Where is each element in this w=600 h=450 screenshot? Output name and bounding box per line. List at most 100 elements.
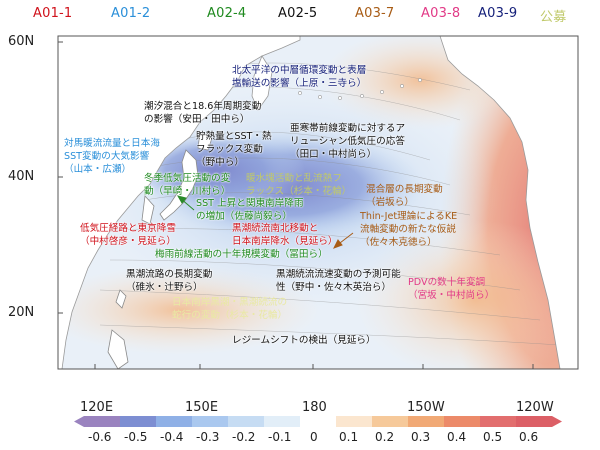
annotation-tidal-mixing: 潮汐混合と18.6年周期変動 の影響（安田・田中ら） (144, 100, 261, 126)
kamchatka (251, 55, 273, 111)
colorbar-swatch (516, 416, 552, 427)
arrow-sst-kanto (176, 195, 195, 211)
lat-label-60n: 60N (8, 34, 35, 49)
annotation-line: （野中ら） (196, 157, 244, 168)
annotation-pdv: PDVの数十年変調 （宮坂・中村尚ら） (408, 276, 494, 302)
colorbar-tick: -0.6 (88, 430, 112, 444)
annotation-line: 蛇行の変動（杉本・花輪） (172, 310, 288, 321)
annotation-regime-shift: レジームシフトの検出（見延ら） (232, 334, 376, 347)
annotation-kuroshio-velocity: 黒潮続流流速変動の予測可能 性（野中・佐々木英治ら） (276, 268, 401, 294)
annotation-line: ラックス（杉本・花輪） (246, 186, 352, 197)
colorbar-max-arrow (552, 416, 562, 427)
lon-label-120w: 120W (516, 400, 554, 415)
annotation-line: 黒潮続流流速変動の予測可能 (276, 269, 401, 280)
annotation-line: SST 上昇と関東南岸降雨 (196, 198, 304, 209)
annotation-line: 梅雨前線活動の十年規模変動（冨田ら） (155, 249, 328, 260)
annotation-line: 冬季低気圧活動の変 (144, 173, 231, 184)
colorbar (74, 416, 562, 427)
colorbar-swatch (228, 416, 264, 427)
annotation-kuroshio-path: 黒潮流路の長期変動 （碓氷・辻野ら） (126, 268, 212, 294)
annotation-line: 流軸変動の新たな仮説 (360, 224, 456, 235)
colorbar-tick: -0.1 (268, 430, 292, 444)
colorbar-swatch (192, 416, 228, 427)
colorbar-swatch (480, 416, 516, 427)
annotation-line: 日本南岸降水（見延ら） (232, 236, 338, 247)
aleutian-islands (298, 78, 422, 100)
arrow-thin-jet (332, 232, 354, 249)
lat-label-20n: 20N (8, 305, 35, 320)
group-code-a02-4: A02-4 (207, 6, 247, 21)
colorbar-tick: -0.5 (124, 430, 148, 444)
annotation-line: の影響（安田・田中ら） (144, 114, 250, 125)
lat-ticks (58, 41, 63, 314)
group-code-a03-7: A03-7 (355, 6, 395, 21)
lat-label-40n: 40N (8, 169, 35, 184)
lon-label-150e: 150E (185, 400, 219, 415)
annotation-kuroshio-extension-rain: 黒潮続流南北移動と 日本南岸降水（見延ら） (232, 222, 338, 248)
annotation-line: 日本南岸黒潮・黒潮続流の (172, 297, 288, 308)
annotation-line: リューシャン低気圧の応答 (290, 136, 405, 147)
asia-landmass (58, 36, 301, 369)
annotation-sst-kanto-rain: SST 上昇と関東南岸降雨 の増加（佐藤尚毅ら） (196, 197, 303, 223)
group-code-kobo: 公募 (540, 10, 567, 25)
annotation-subarctic-front: 亜寒帯前線変動に対するア リューシャン低気圧の応答 （田口・中村尚ら） (290, 122, 405, 161)
annotation-cyclone-snow: 低気圧経路と東京降雪 （中村啓彦・見延ら） (80, 222, 176, 248)
annotation-line: （碓氷・辻野ら） (126, 282, 203, 293)
annotation-tsushima-current: 対馬暖流流量と日本海 SST変動の大気影響 （山本・広瀬） (64, 137, 160, 176)
annotation-line: の増加（佐藤尚毅ら） (196, 211, 292, 222)
colorbar-tick: 0.3 (411, 430, 431, 444)
annotation-kuroshio-meander: 日本南岸黒潮・黒潮続流の 蛇行の変動（杉本・花輪） (172, 296, 287, 322)
colorbar-tick: 0.2 (375, 430, 395, 444)
annotation-line: 潮汐混合と18.6年周期変動 (144, 101, 262, 112)
philippines (107, 329, 129, 369)
colorbar-tick: -0.2 (232, 430, 256, 444)
annotation-line: 塩輸送の影響（上原・三寺ら） (232, 78, 367, 89)
annotation-line: 北太平洋の中層循環変動と表層 (232, 65, 367, 76)
annotation-line: 亜寒帯前線変動に対するア (290, 123, 406, 134)
annotation-line: （山本・広瀬） (64, 164, 132, 175)
annotation-line: レジームシフトの検出（見延ら） (232, 335, 376, 346)
taiwan (115, 289, 127, 309)
colorbar-swatch (336, 416, 372, 427)
annotation-heat-content: 貯熱量とSST・熱 フラックス変動 （野中ら） (196, 130, 272, 169)
colorbar-tick: 0 (310, 430, 318, 444)
colorbar-swatch (156, 416, 192, 427)
group-code-a02-5: A02-5 (278, 6, 318, 21)
annotation-line: （岩坂ら） (366, 197, 414, 208)
group-code-a01-1: A01-1 (33, 6, 73, 21)
group-code-a01-2: A01-2 (111, 6, 151, 21)
annotation-line: PDVの数十年変調 (408, 277, 486, 288)
group-legend: A01-1 A01-2 A02-4 A02-5 A03-7 A03-8 A03-… (0, 0, 600, 34)
colorbar-swatch (264, 416, 300, 427)
colorbar-swatch (120, 416, 156, 427)
anomaly-field (58, 36, 578, 369)
colorbar-swatch (372, 416, 408, 427)
japan-islands (159, 149, 199, 221)
annotation-warm-eddy: 暖水塊活動と乱流熱フ ラックス（杉本・花輪） (246, 172, 351, 198)
lon-ticks (94, 364, 534, 369)
annotation-line: Thin-Jet理論によるKE (360, 211, 458, 222)
annotation-line: フラックス変動 (196, 144, 263, 155)
annotation-line: （佐々木克徳ら） (360, 237, 437, 248)
colorbar-tick: 0.1 (339, 430, 359, 444)
colorbar-swatch (408, 416, 444, 427)
annotation-line: 黒潮続流南北移動と (232, 223, 319, 234)
annotation-line: 動（早崎・川村ら） (144, 186, 231, 197)
annotation-line: 性（野中・佐々木英治ら） (276, 282, 392, 293)
colorbar-min-arrow (74, 416, 84, 427)
annotation-line: 低気圧経路と東京降雪 (80, 223, 176, 234)
lon-label-120e: 120E (80, 400, 114, 415)
colorbar-tick: 0.5 (483, 430, 503, 444)
annotation-line: 暖水塊活動と乱流熱フ (246, 173, 342, 184)
map-frame (57, 35, 579, 370)
group-code-a03-9: A03-9 (478, 6, 518, 21)
korea (141, 195, 155, 225)
annotation-line: （田口・中村尚ら） (290, 149, 377, 160)
colorbar-swatch (300, 416, 336, 427)
annotation-thin-jet: Thin-Jet理論によるKE 流軸変動の新たな仮説 （佐々木克徳ら） (360, 210, 457, 249)
annotation-line: 貯熱量とSST・熱 (196, 131, 272, 142)
hokkaido (197, 131, 213, 151)
annotation-line: （中村啓彦・見延ら） (80, 236, 176, 247)
colorbar-tick: 0.4 (447, 430, 467, 444)
